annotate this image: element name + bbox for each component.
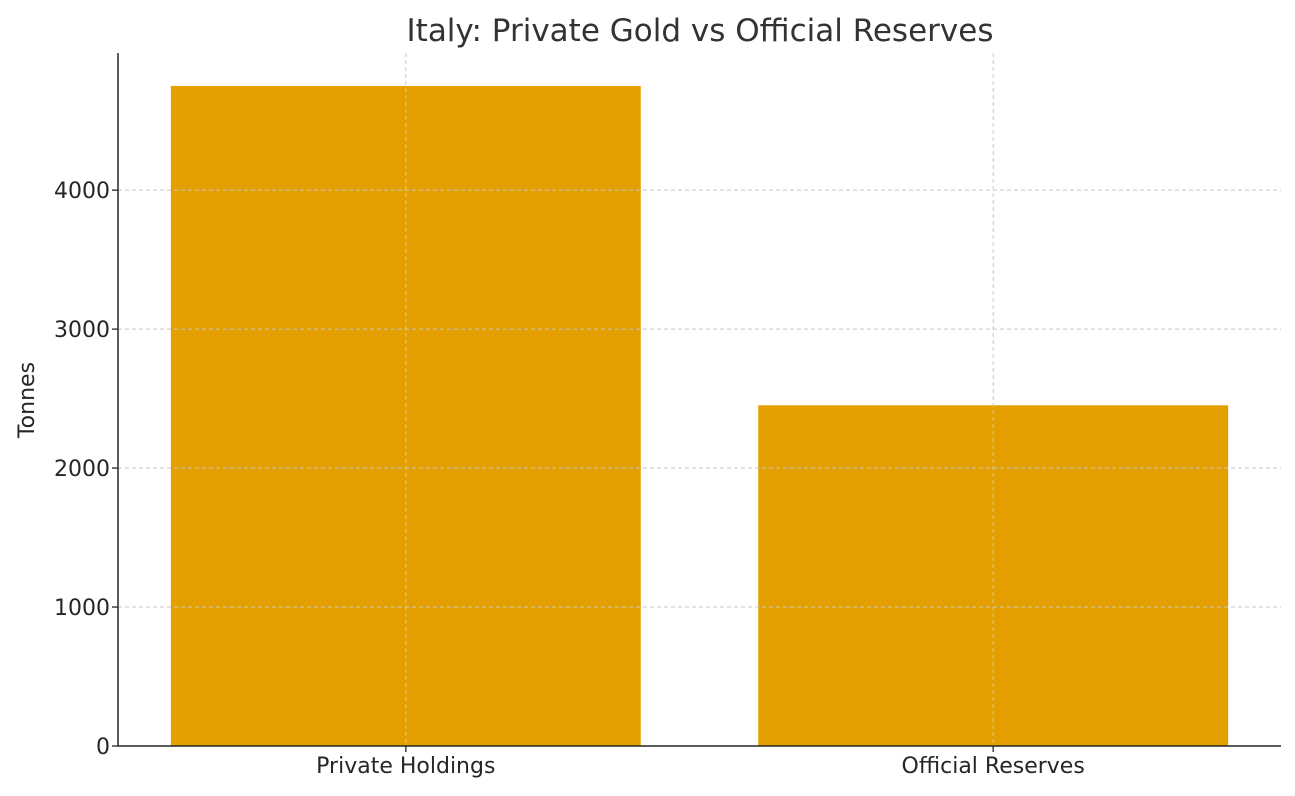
y-tick-label: 3000 [54, 318, 110, 343]
y-tick-label: 0 [96, 735, 110, 760]
x-tick-label: Private Holdings [316, 754, 495, 779]
y-tick-label: 4000 [54, 179, 110, 204]
axes: 0 1000 2000 3000 4000 Private Holdings Officia… [54, 53, 1281, 779]
grid [118, 53, 1281, 746]
bars [170, 85, 1229, 746]
bar-private-holdings [170, 85, 641, 746]
chart-title: Italy: Private Gold vs Official Reserves [407, 13, 994, 49]
x-tick-label: Official Reserves [902, 754, 1085, 779]
y-axis-label: Tonnes [15, 362, 40, 439]
bar-official-reserves [758, 405, 1229, 746]
y-tick-label: 2000 [54, 457, 110, 482]
y-tick-label: 1000 [54, 596, 110, 621]
